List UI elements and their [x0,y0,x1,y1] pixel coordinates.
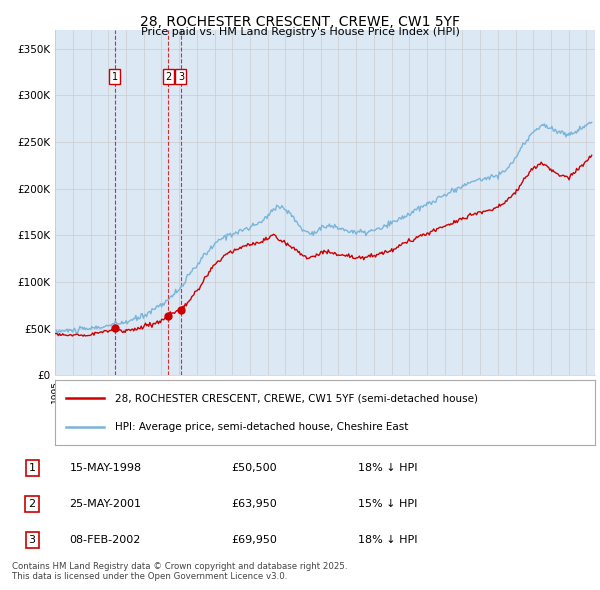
Text: 2: 2 [165,72,172,81]
Text: 1: 1 [112,72,118,81]
Text: £50,500: £50,500 [231,463,277,473]
Text: 3: 3 [178,72,184,81]
Text: 18% ↓ HPI: 18% ↓ HPI [358,463,417,473]
Text: Contains HM Land Registry data © Crown copyright and database right 2025.
This d: Contains HM Land Registry data © Crown c… [12,562,347,581]
Text: 15% ↓ HPI: 15% ↓ HPI [358,499,417,509]
Text: 08-FEB-2002: 08-FEB-2002 [70,535,141,545]
Text: £69,950: £69,950 [231,535,277,545]
Text: 28, ROCHESTER CRESCENT, CREWE, CW1 5YF (semi-detached house): 28, ROCHESTER CRESCENT, CREWE, CW1 5YF (… [115,393,478,403]
Text: 18% ↓ HPI: 18% ↓ HPI [358,535,417,545]
Text: 25-MAY-2001: 25-MAY-2001 [70,499,142,509]
Text: 28, ROCHESTER CRESCENT, CREWE, CW1 5YF: 28, ROCHESTER CRESCENT, CREWE, CW1 5YF [140,15,460,29]
Text: 15-MAY-1998: 15-MAY-1998 [70,463,142,473]
Text: HPI: Average price, semi-detached house, Cheshire East: HPI: Average price, semi-detached house,… [115,422,408,432]
Text: 1: 1 [29,463,35,473]
Text: 3: 3 [29,535,35,545]
Text: £63,950: £63,950 [231,499,277,509]
Text: 2: 2 [29,499,36,509]
Text: Price paid vs. HM Land Registry's House Price Index (HPI): Price paid vs. HM Land Registry's House … [140,27,460,37]
